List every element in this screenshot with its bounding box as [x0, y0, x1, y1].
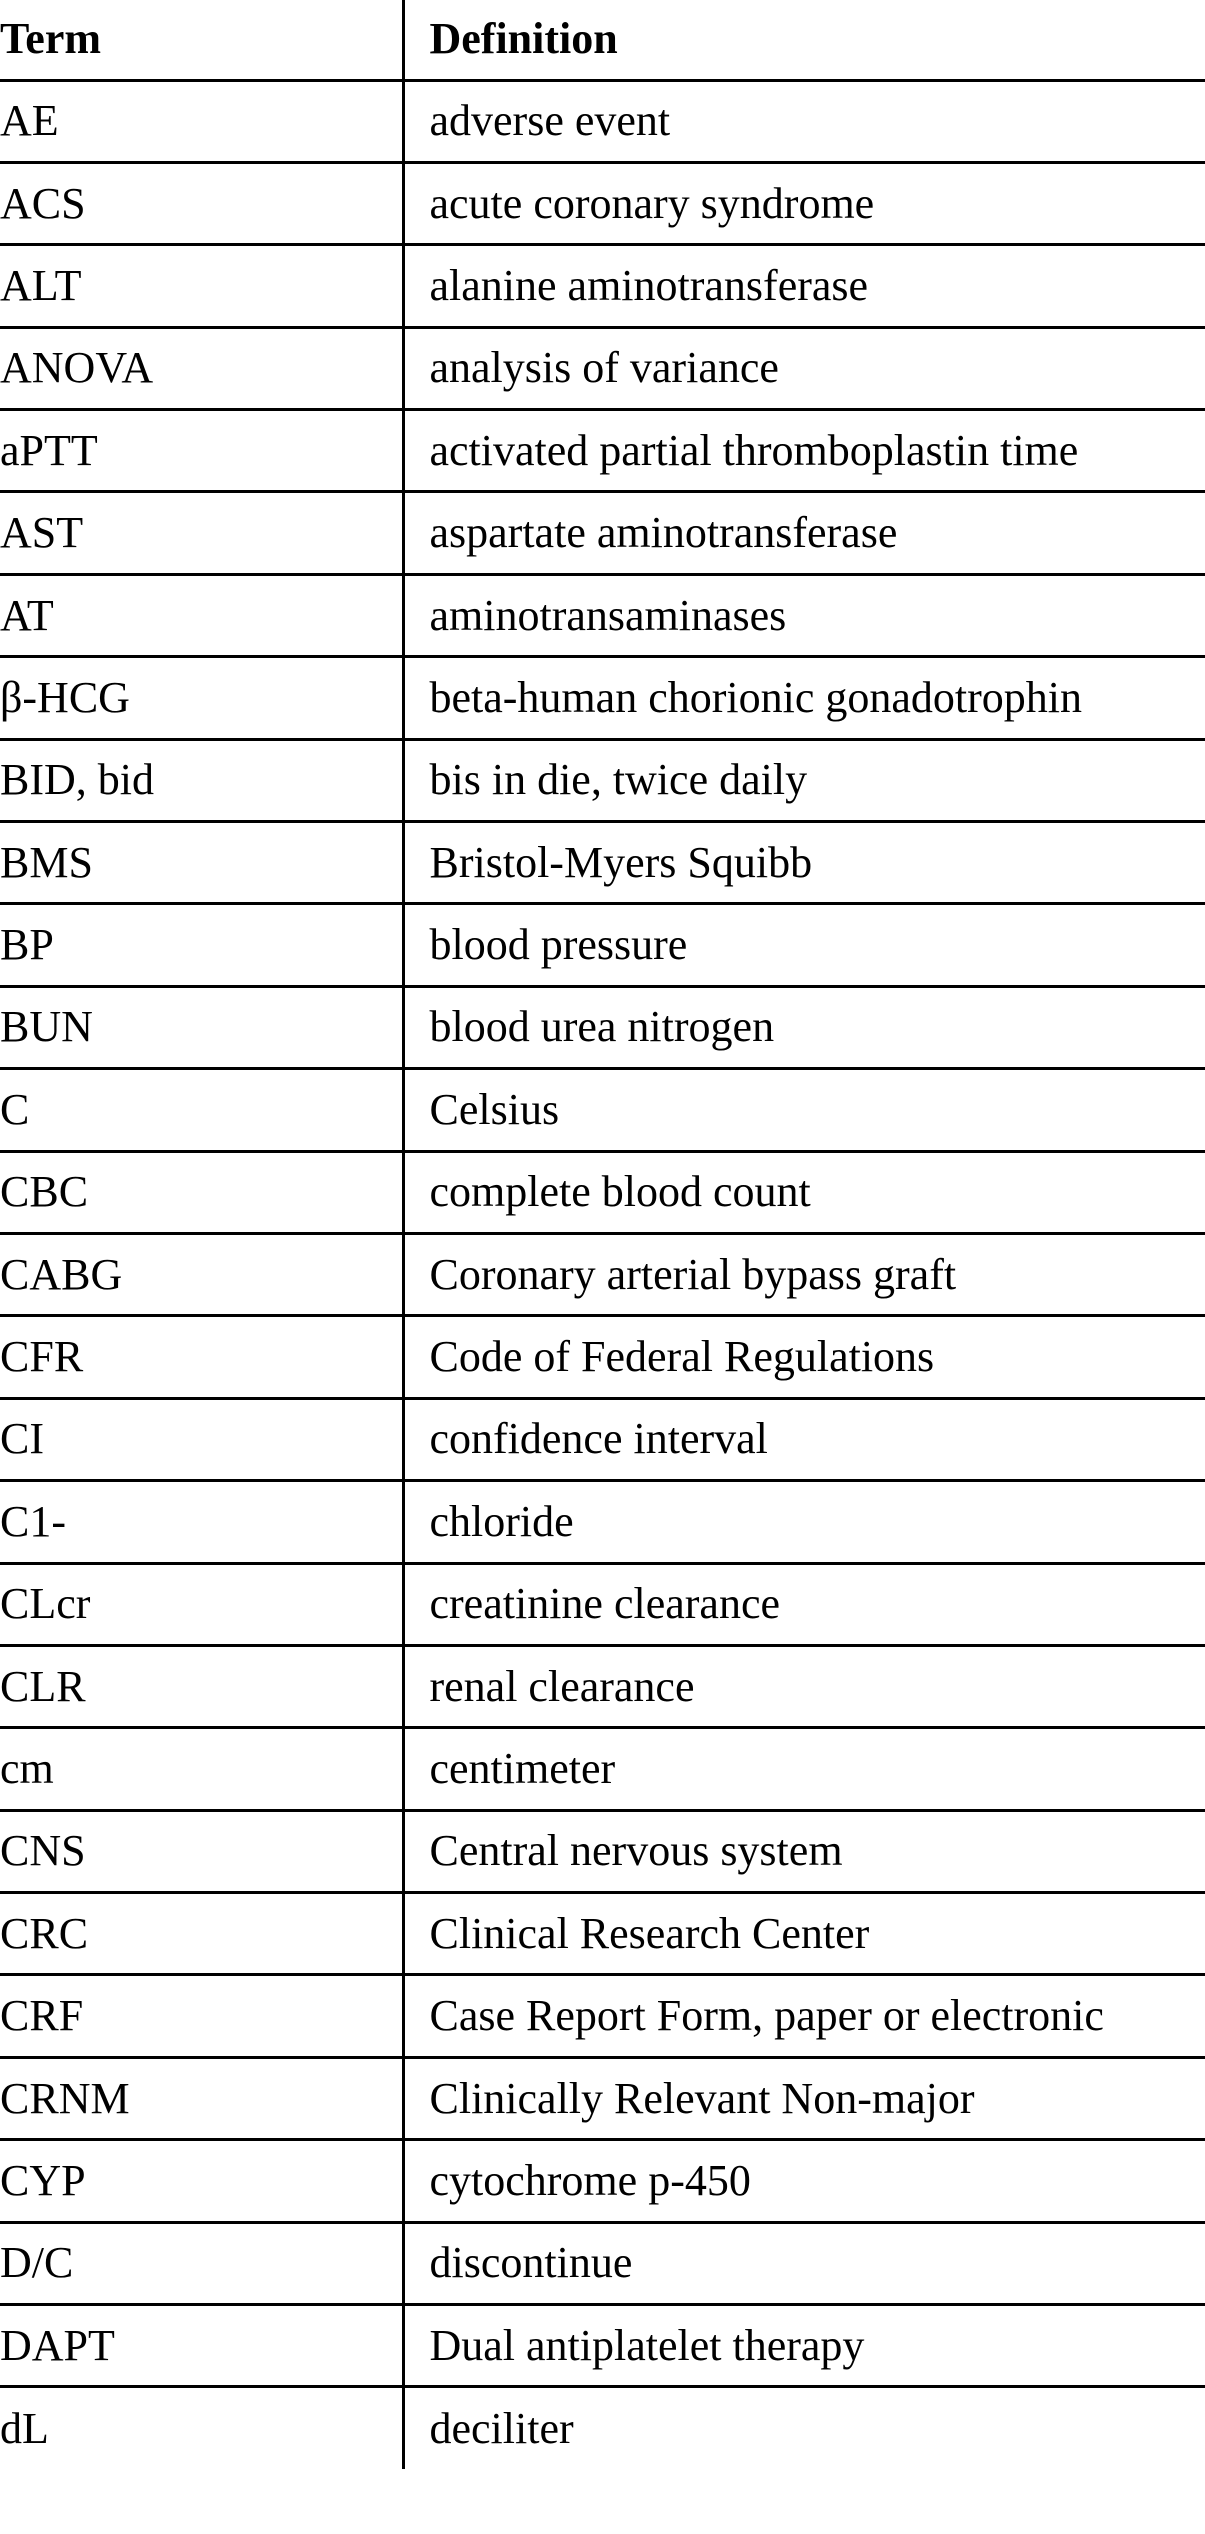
- table-row: CLR renal clearance: [0, 1645, 1205, 1730]
- definition-cell: analysis of variance: [403, 327, 1205, 412]
- table-row: CNS Central nervous system: [0, 1810, 1205, 1895]
- definition-cell: Central nervous system: [403, 1810, 1205, 1895]
- term-cell: ALT: [0, 244, 405, 329]
- definition-cell: renal clearance: [403, 1645, 1205, 1730]
- definition-cell: creatinine clearance: [403, 1563, 1205, 1647]
- table-row: CI confidence interval: [0, 1398, 1205, 1483]
- definition-cell: beta-human chorionic gonadotrophin: [403, 656, 1205, 741]
- table-row: DAPT Dual antiplatelet therapy: [0, 2304, 1205, 2389]
- definition-cell: Bristol-Myers Squibb: [403, 821, 1205, 906]
- table-row: AT aminotransaminases: [0, 574, 1205, 659]
- definition-cell: Code of Federal Regulations: [403, 1315, 1205, 1400]
- term-cell: D/C: [0, 2222, 405, 2307]
- definition-cell: blood urea nitrogen: [403, 986, 1205, 1071]
- definition-cell: chloride: [403, 1480, 1205, 1565]
- glossary-table: Term Definition AE adverse event ACS acute…: [0, 0, 1205, 2470]
- definition-cell: Coronary arterial bypass graft: [403, 1233, 1205, 1318]
- definition-cell: confidence interval: [403, 1398, 1205, 1483]
- definition-cell: bis in die, twice daily: [403, 739, 1205, 824]
- term-cell: CLcr: [0, 1563, 405, 1647]
- term-cell: ACS: [0, 162, 405, 247]
- term-cell: CRF: [0, 1974, 405, 2059]
- table-row: D/C discontinue: [0, 2222, 1205, 2307]
- term-cell: cm: [0, 1727, 405, 1812]
- definition-cell: cytochrome p-450: [403, 2139, 1205, 2224]
- term-cell: BID, bid: [0, 739, 405, 824]
- definition-cell: centimeter: [403, 1727, 1205, 1812]
- table-row: AE adverse event: [0, 80, 1205, 164]
- table-row: CRF Case Report Form, paper or electronic: [0, 1974, 1205, 2059]
- definition-cell: Case Report Form, paper or electronic: [403, 1974, 1205, 2059]
- table-row: C Celsius: [0, 1068, 1205, 1153]
- table-row: C1- chloride: [0, 1480, 1205, 1565]
- term-cell: BP: [0, 903, 405, 988]
- table-row: ALT alanine aminotransferase: [0, 244, 1205, 329]
- term-cell: CNS: [0, 1810, 405, 1895]
- table-row: CLcr creatinine clearance: [0, 1563, 1205, 1647]
- table-row: BMS Bristol-Myers Squibb: [0, 821, 1205, 906]
- table-header: Term Definition: [0, 0, 1205, 82]
- definition-cell: Clinical Research Center: [403, 1892, 1205, 1977]
- table-row: BID, bid bis in die, twice daily: [0, 739, 1205, 824]
- term-cell: DAPT: [0, 2304, 405, 2389]
- definition-cell: aminotransaminases: [403, 574, 1205, 659]
- term-cell: C: [0, 1068, 405, 1153]
- definition-cell: complete blood count: [403, 1151, 1205, 1235]
- table-row: CFR Code of Federal Regulations: [0, 1315, 1205, 1400]
- term-cell: CFR: [0, 1315, 405, 1400]
- table-row: CBC complete blood count: [0, 1151, 1205, 1235]
- term-cell: BUN: [0, 986, 405, 1071]
- table-row: AST aspartate aminotransferase: [0, 491, 1205, 576]
- definition-cell: deciliter: [429, 2403, 574, 2453]
- table-row: cm centimeter: [0, 1727, 1205, 1812]
- header-row: Term Definition: [0, 0, 1205, 82]
- term-cell: CBC: [0, 1151, 405, 1235]
- definition-cell: Clinically Relevant Non-major: [403, 2057, 1205, 2142]
- definition-cell: aspartate aminotransferase: [403, 491, 1205, 576]
- definition-cell: Dual antiplatelet therapy: [403, 2304, 1205, 2389]
- term-cell: aPTT: [0, 409, 405, 494]
- definition-cell: Celsius: [403, 1068, 1205, 1153]
- table-row: CABG Coronary arterial bypass graft: [0, 1233, 1205, 1318]
- definition-column-header: Definition: [403, 0, 1205, 82]
- definition-cell: blood pressure: [403, 903, 1205, 988]
- term-cell: AST: [0, 491, 405, 576]
- table-row: aPTT activated partial thromboplastin tim…: [0, 409, 1205, 494]
- term-cell: ANOVA: [0, 327, 405, 412]
- term-cell: CABG: [0, 1233, 405, 1318]
- table-row: ANOVA analysis of variance: [0, 327, 1205, 412]
- definition-cell: alanine aminotransferase: [403, 244, 1205, 329]
- term-cell: C1-: [0, 1480, 405, 1565]
- table-body: AE adverse event ACS acute coronary syndro…: [0, 80, 1205, 2470]
- table-row: CRNM Clinically Relevant Non-major: [0, 2057, 1205, 2142]
- table-row: dL deciliter: [0, 2386, 1205, 2470]
- table-row: CRC Clinical Research Center: [0, 1892, 1205, 1977]
- term-cell: dL: [0, 2386, 405, 2470]
- definition-cell: adverse event: [403, 80, 1205, 164]
- term-cell: CRC: [0, 1892, 405, 1977]
- table-row: BUN blood urea nitrogen: [0, 986, 1205, 1071]
- table-row: ACS acute coronary syndrome: [0, 162, 1205, 247]
- term-cell: CYP: [0, 2139, 405, 2224]
- definition-cell: acute coronary syndrome: [403, 162, 1205, 247]
- term-cell: CI: [0, 1398, 405, 1483]
- table-row: BP blood pressure: [0, 903, 1205, 988]
- term-column-header: Term: [0, 0, 405, 82]
- term-cell: AT: [0, 574, 405, 659]
- table-row: CYP cytochrome p-450: [0, 2139, 1205, 2224]
- definition-cell: discontinue: [403, 2222, 1205, 2307]
- table-row: β-HCG beta-human chorionic gonadotrophin: [0, 656, 1205, 741]
- term-cell: β-HCG: [0, 656, 405, 741]
- term-cell: AE: [0, 80, 405, 164]
- term-cell: CRNM: [0, 2057, 405, 2142]
- definition-cell: activated partial thromboplastin time: [403, 409, 1205, 494]
- term-cell: BMS: [0, 821, 405, 906]
- term-cell: CLR: [0, 1645, 405, 1730]
